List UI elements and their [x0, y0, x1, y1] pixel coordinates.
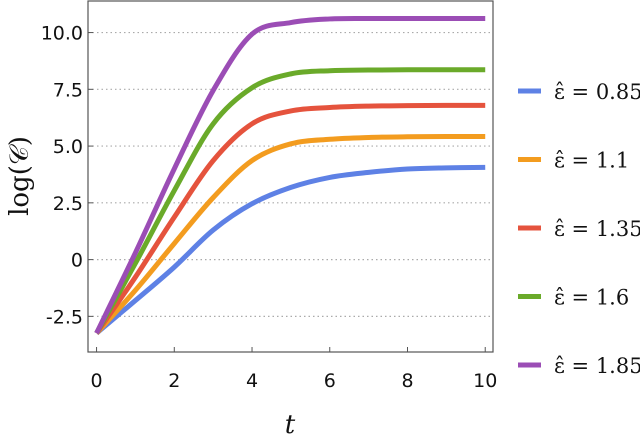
series-line	[94, 134, 486, 335]
plot-frame	[87, 0, 494, 353]
series-line	[94, 164, 486, 336]
y-axis-label: log(𝒞)	[5, 136, 35, 216]
x-axis-label: t	[285, 410, 296, 440]
legend-label: ε̂ = 1.85	[554, 354, 640, 378]
y-tick-label: 2.5	[53, 193, 83, 215]
x-tick-label: 2	[168, 370, 180, 392]
series-line	[94, 102, 486, 335]
x-tick-label: 6	[324, 370, 336, 392]
y-tick-label: 0	[71, 250, 83, 272]
legend: ε̂ = 0.85 ε̂ = 1.1 ε̂ = 1.35 ε̂ = 1.6 ε̂ = 1…	[518, 80, 640, 378]
legend-label: ε̂ = 1.35	[554, 217, 640, 241]
x-tick-label: 0	[91, 370, 103, 392]
series-line	[94, 15, 486, 335]
y-tick-label: 10.0	[41, 23, 83, 45]
legend-label: ε̂ = 1.6	[554, 286, 629, 310]
ticks: -2.5 0 2.5 5.0 7.5 10.0 0 2 4 6 8 10	[41, 23, 498, 392]
x-tick-label: 4	[246, 370, 258, 392]
grid	[88, 31, 493, 317]
series-group	[94, 15, 486, 336]
legend-label: ε̂ = 0.85	[554, 80, 640, 104]
y-tick-label: 5.0	[53, 136, 83, 158]
x-tick-label: 10	[473, 370, 497, 392]
x-tick-label: 8	[401, 370, 413, 392]
y-tick-label: 7.5	[53, 79, 83, 101]
y-tick-label: -2.5	[46, 306, 83, 328]
legend-label: ε̂ = 1.1	[554, 149, 629, 173]
series-line	[94, 67, 486, 335]
